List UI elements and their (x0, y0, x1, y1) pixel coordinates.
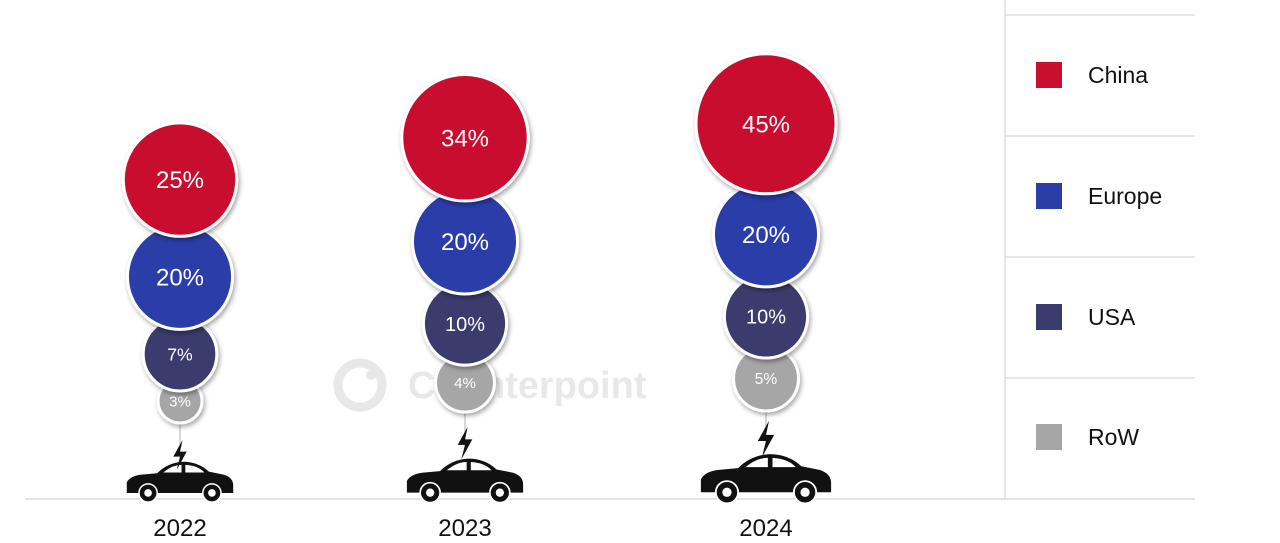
legend-label-row: RoW (1088, 424, 1139, 450)
legend-swatch-row (1036, 424, 1062, 450)
legend-swatch-usa (1036, 304, 1062, 330)
legend-label-china: China (1088, 62, 1148, 88)
watermark-logo-icon (333, 358, 387, 412)
data-label-usa-2023: 10% (445, 314, 485, 336)
data-label-china-2024: 45% (742, 111, 790, 138)
bubble-china-2023 (400, 72, 530, 203)
data-label-china-2022: 25% (156, 167, 204, 194)
legend-label-usa: USA (1088, 304, 1136, 330)
lightning-bolt-icon (457, 426, 473, 460)
lightning-bolt-icon (173, 439, 187, 471)
electric-car-icon (700, 454, 832, 505)
legend-swatch-europe (1036, 183, 1062, 209)
x-tick-label-2022: 2022 (153, 515, 206, 542)
data-label-row-2023: 4% (454, 375, 476, 392)
data-label-europe-2022: 20% (156, 264, 204, 291)
legend-swatch-china (1036, 62, 1062, 88)
data-label-row-2022: 3% (169, 393, 191, 410)
data-label-usa-2022: 7% (167, 345, 193, 365)
bubble-china-2024 (694, 52, 838, 196)
data-label-europe-2023: 20% (441, 229, 489, 256)
electric-car-icon (126, 461, 234, 503)
x-tick-label-2023: 2023 (438, 515, 491, 542)
data-label-china-2023: 34% (441, 125, 489, 152)
legend: China Europe USA RoW (1004, 0, 1195, 499)
column-2022: 3% 7% 20% 25% 2022 (121, 121, 239, 542)
lightning-bolt-icon (757, 420, 775, 458)
data-label-europe-2024: 20% (742, 222, 790, 249)
column-2023: 4% 10% 20% 34% 2023 (400, 72, 530, 542)
electric-car-icon (406, 458, 524, 504)
bubble-china-2022 (121, 121, 239, 238)
data-label-usa-2024: 10% (746, 307, 786, 329)
column-2024: 5% 10% 20% 45% 2024 (694, 52, 838, 542)
data-label-row-2024: 5% (755, 371, 778, 388)
x-tick-label-2024: 2024 (739, 515, 792, 542)
legend-label-europe: Europe (1088, 183, 1162, 209)
